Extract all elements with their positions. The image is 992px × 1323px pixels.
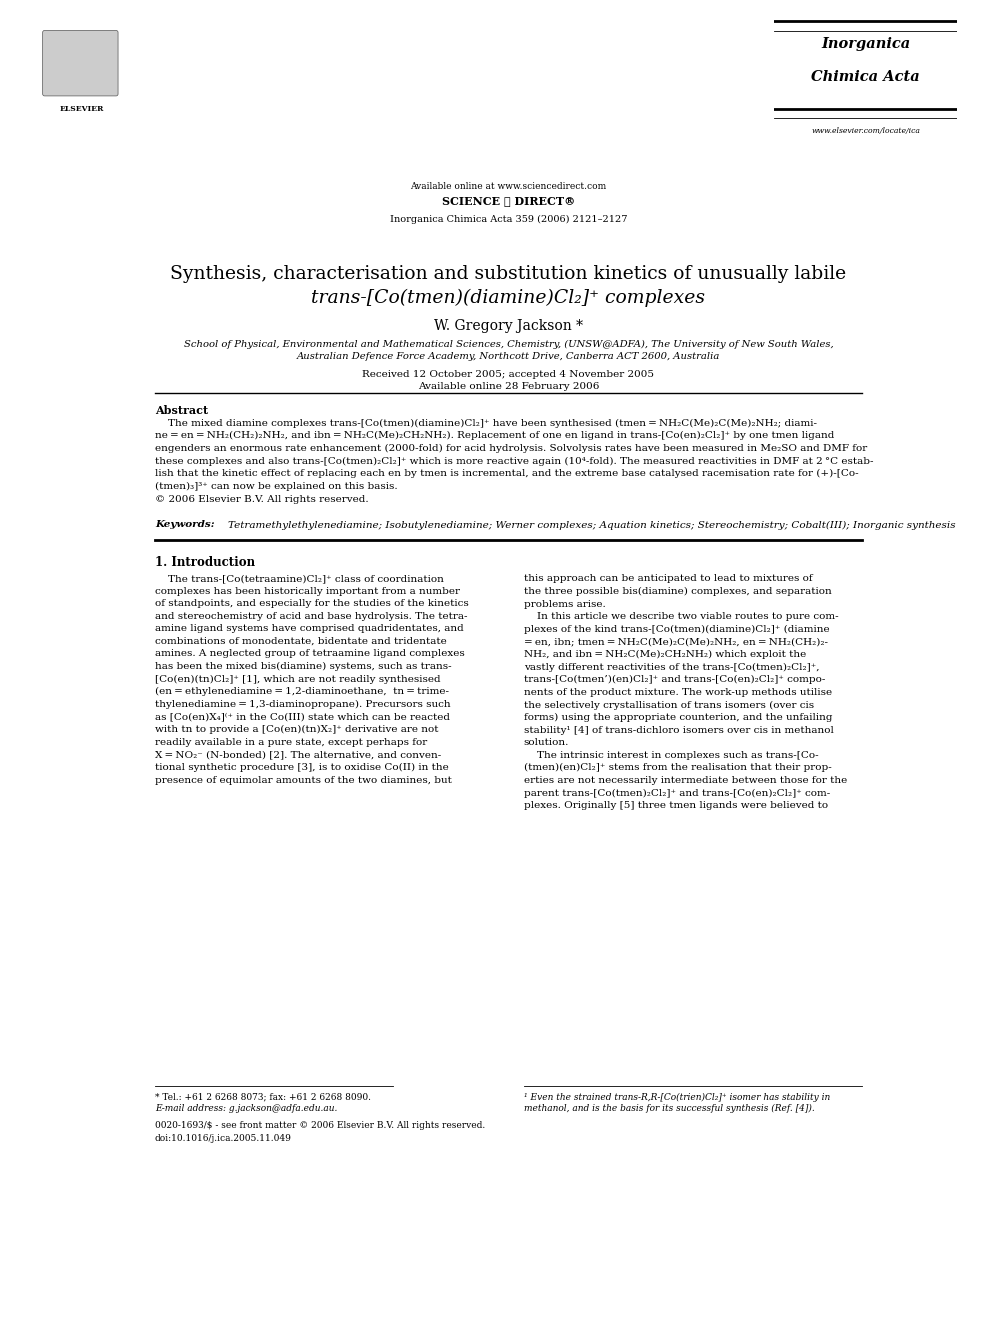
Text: Synthesis, characterisation and substitution kinetics of unusually labile: Synthesis, characterisation and substitu…: [171, 265, 846, 283]
Text: ¹ Even the strained trans-R,R-[Co(trien)Cl₂]⁺ isomer has stability in: ¹ Even the strained trans-R,R-[Co(trien)…: [524, 1093, 830, 1102]
Text: 1. Introduction: 1. Introduction: [155, 556, 255, 569]
Text: The mixed diamine complexes trans-[Co(tmen)(diamine)Cl₂]⁺ have been synthesised : The mixed diamine complexes trans-[Co(tm…: [155, 418, 873, 504]
Text: * Tel.: +61 2 6268 8073; fax: +61 2 6268 8090.: * Tel.: +61 2 6268 8073; fax: +61 2 6268…: [155, 1093, 371, 1102]
Text: Australian Defence Force Academy, Northcott Drive, Canberra ACT 2600, Australia: Australian Defence Force Academy, Northc…: [297, 352, 720, 361]
Text: Keywords:: Keywords:: [155, 520, 214, 529]
Text: www.elsevier.com/locate/ica: www.elsevier.com/locate/ica: [811, 127, 920, 135]
Text: School of Physical, Environmental and Mathematical Sciences, Chemistry, (UNSW@AD: School of Physical, Environmental and Ma…: [184, 340, 833, 349]
Text: Available online 28 February 2006: Available online 28 February 2006: [418, 382, 599, 390]
Text: Chimica Acta: Chimica Acta: [811, 70, 920, 85]
Text: methanol, and is the basis for its successful synthesis (Ref. [4]).: methanol, and is the basis for its succe…: [524, 1105, 814, 1113]
Text: SCIENCE ⓓ DIRECT®: SCIENCE ⓓ DIRECT®: [441, 196, 575, 206]
Text: The trans-[Co(tetraamine)Cl₂]⁺ class of coordination
complexes has been historic: The trans-[Co(tetraamine)Cl₂]⁺ class of …: [155, 574, 468, 785]
Text: Received 12 October 2005; accepted 4 November 2005: Received 12 October 2005; accepted 4 Nov…: [362, 369, 655, 378]
Text: trans-[Co(tmen)(diamine)Cl₂]⁺ complexes: trans-[Co(tmen)(diamine)Cl₂]⁺ complexes: [311, 290, 705, 307]
Text: doi:10.1016/j.ica.2005.11.049: doi:10.1016/j.ica.2005.11.049: [155, 1134, 292, 1143]
Text: Tetramethylethylenediamine; Isobutylenediamine; Werner complexes; Aquation kinet: Tetramethylethylenediamine; Isobutylened…: [228, 520, 955, 529]
Text: this approach can be anticipated to lead to mixtures of
the three possible bis(d: this approach can be anticipated to lead…: [524, 574, 847, 810]
FancyBboxPatch shape: [43, 30, 118, 97]
Text: ELSEVIER: ELSEVIER: [60, 105, 103, 112]
Text: Available online at www.sciencedirect.com: Available online at www.sciencedirect.co…: [411, 183, 606, 192]
Text: Inorganica Chimica Acta 359 (2006) 2121–2127: Inorganica Chimica Acta 359 (2006) 2121–…: [390, 214, 627, 224]
Text: 0020-1693/$ - see front matter © 2006 Elsevier B.V. All rights reserved.: 0020-1693/$ - see front matter © 2006 El…: [155, 1122, 485, 1130]
Text: W. Gregory Jackson *: W. Gregory Jackson *: [434, 319, 583, 332]
Text: Inorganica: Inorganica: [821, 37, 910, 52]
Text: Abstract: Abstract: [155, 405, 208, 417]
Text: E-mail address: g.jackson@adfa.edu.au.: E-mail address: g.jackson@adfa.edu.au.: [155, 1105, 337, 1113]
